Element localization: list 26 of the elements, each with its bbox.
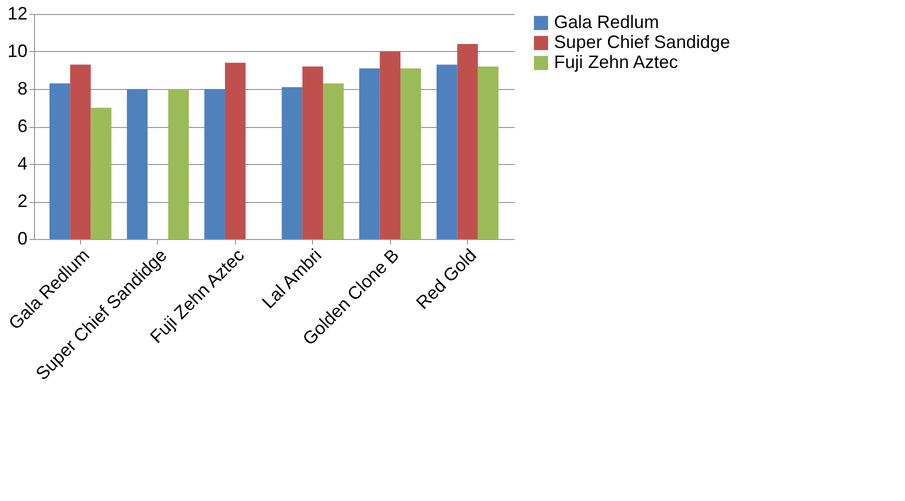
bar [49, 83, 70, 239]
legend-label: Super Chief Sandidge [554, 32, 730, 52]
y-tick-label: 6 [17, 116, 28, 136]
bar [400, 68, 422, 239]
bar [168, 89, 189, 239]
bar [302, 66, 324, 239]
bar [204, 89, 225, 239]
bar [323, 83, 344, 239]
bar [380, 52, 400, 239]
bar [90, 108, 112, 239]
y-tick-label: 8 [17, 78, 28, 98]
y-tick-label: 4 [17, 154, 28, 174]
y-tick-label: 0 [17, 228, 28, 248]
bar [126, 89, 148, 239]
y-tick-label: 12 [7, 4, 28, 24]
legend-label: Gala Redlum [554, 12, 660, 32]
bar [478, 66, 499, 239]
bar [436, 64, 458, 239]
bar [359, 68, 380, 239]
y-tick-label: 2 [17, 191, 28, 211]
legend-label: Fuji Zehn Aztec [554, 52, 678, 72]
bar [70, 64, 91, 239]
bar [457, 44, 478, 239]
bar [224, 62, 246, 239]
bar [282, 87, 302, 239]
y-tick-label: 10 [7, 41, 28, 61]
